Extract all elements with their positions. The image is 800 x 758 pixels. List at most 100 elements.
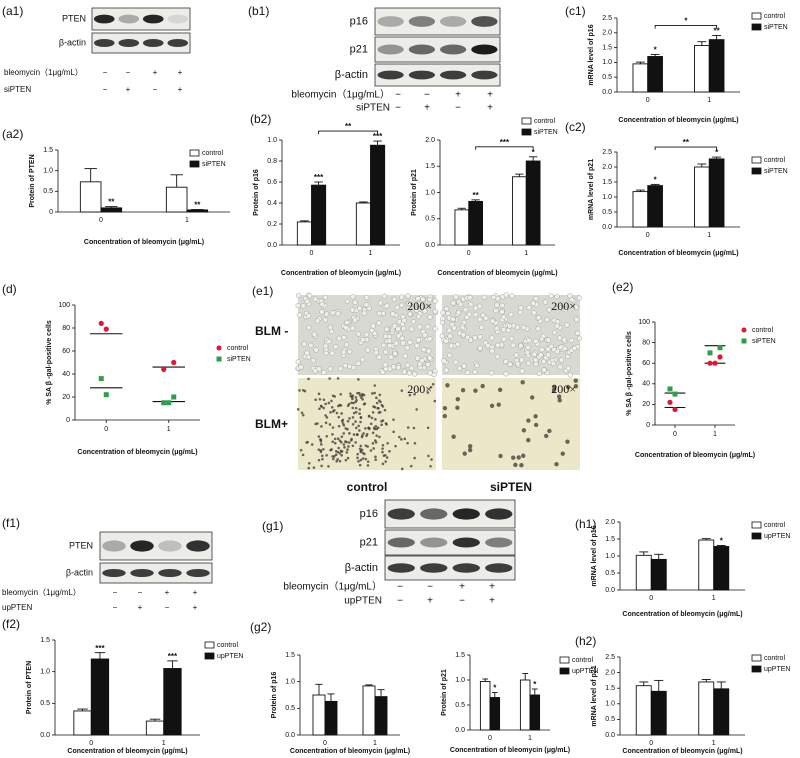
cell <box>415 408 418 411</box>
cell <box>394 304 400 311</box>
cell <box>340 435 344 438</box>
x-tick-label: 0 <box>646 97 650 104</box>
cell <box>356 456 359 460</box>
cell <box>521 428 527 433</box>
cell <box>535 326 541 332</box>
blot-band <box>408 44 435 55</box>
cell <box>380 342 387 349</box>
cell <box>524 350 530 356</box>
cell <box>374 439 377 442</box>
cell <box>331 426 335 429</box>
cell <box>427 355 433 361</box>
error-bar <box>149 718 161 722</box>
y-tick-label: 1.5 <box>602 179 612 186</box>
cell <box>367 426 371 430</box>
y-tick-label: 0.5 <box>455 702 465 709</box>
cell <box>554 348 560 355</box>
cell <box>521 453 526 458</box>
cell <box>533 338 539 344</box>
treatment-sign: + <box>487 90 493 101</box>
x-tick-label: 0 <box>673 431 677 438</box>
legend-label: siPTEN <box>764 168 788 175</box>
y-tick-label: 1.0 <box>43 168 53 175</box>
row-label: BLM+ <box>255 417 288 431</box>
cell <box>472 369 478 375</box>
cell <box>415 295 421 302</box>
error-bar <box>529 156 538 161</box>
cell <box>336 377 340 380</box>
cell <box>346 348 353 355</box>
cell <box>352 401 355 405</box>
cell <box>371 431 375 435</box>
bar <box>632 191 649 228</box>
error-bar <box>712 35 722 40</box>
cell <box>569 297 575 303</box>
cell <box>375 396 378 400</box>
cell <box>554 293 560 300</box>
cell <box>362 432 365 435</box>
cell <box>322 343 329 349</box>
cell <box>330 448 333 451</box>
y-tick-label: 1.0 <box>425 189 435 196</box>
point <box>103 326 109 332</box>
cell <box>400 325 407 332</box>
cell <box>362 393 366 397</box>
cell <box>307 377 310 381</box>
cell <box>307 461 311 465</box>
cell <box>403 437 407 441</box>
bar <box>713 546 730 591</box>
blot-band <box>471 16 498 27</box>
cell <box>413 307 420 313</box>
cell <box>448 343 454 349</box>
y-axis-title: Protein of p21 <box>441 669 448 716</box>
cell <box>445 383 450 388</box>
cell <box>455 405 460 410</box>
cell <box>489 318 496 324</box>
cell <box>314 398 317 401</box>
bar <box>529 694 541 731</box>
treatment-label: upPTEN <box>2 603 32 612</box>
cell <box>432 326 438 332</box>
y-tick-label: 1.0 <box>455 677 465 684</box>
cell <box>395 364 401 371</box>
cell <box>322 317 329 323</box>
cell <box>420 296 426 302</box>
legend-label: siPTEN <box>752 338 776 345</box>
cell <box>545 337 551 343</box>
cell <box>384 326 390 332</box>
point <box>103 392 109 398</box>
cell <box>439 319 446 326</box>
error-bar <box>471 199 480 202</box>
cell <box>493 307 499 314</box>
bar <box>73 710 92 736</box>
bar <box>694 166 710 228</box>
cell <box>518 343 524 349</box>
point <box>161 366 167 372</box>
bar <box>362 685 376 736</box>
bar <box>632 63 649 93</box>
cell <box>548 343 554 350</box>
cell <box>447 333 453 339</box>
point <box>161 400 167 406</box>
cell <box>351 416 355 419</box>
cell <box>474 362 480 369</box>
cell <box>355 360 361 367</box>
significance-label: ** <box>473 191 480 200</box>
cell <box>394 444 397 448</box>
cell <box>319 301 325 307</box>
bar <box>647 185 663 228</box>
cell <box>386 338 392 344</box>
cell <box>317 392 321 396</box>
cell <box>344 298 351 304</box>
cell <box>363 331 370 338</box>
cell <box>513 462 518 468</box>
cell <box>427 336 433 342</box>
cell <box>376 320 382 326</box>
cell <box>400 389 404 392</box>
point <box>171 394 177 400</box>
legend-label: control <box>202 150 223 157</box>
significance-label: * <box>532 148 536 157</box>
cell <box>455 341 461 347</box>
cell <box>489 335 495 341</box>
